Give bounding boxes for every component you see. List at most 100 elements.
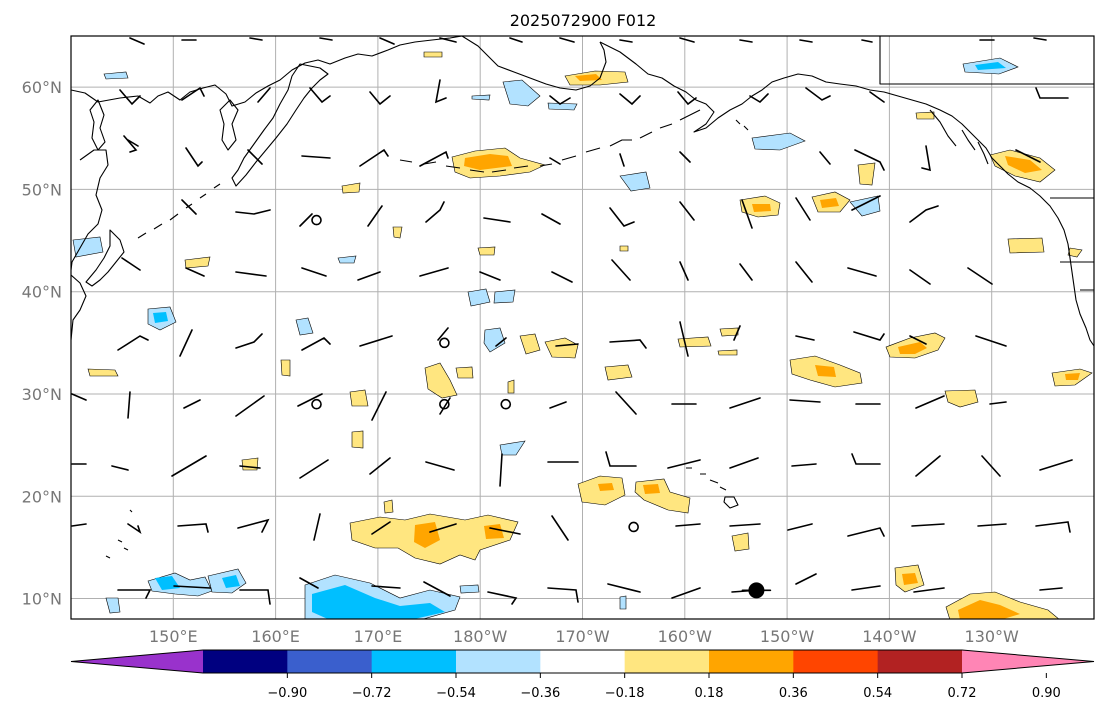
neg-region [619,171,651,192]
neg-region [337,255,357,264]
lon-label: 160°W [658,627,713,646]
coastline-aleutians [399,109,701,173]
calm-circle [439,337,450,349]
pos-region [484,524,504,539]
longitude-labels: 150°E 160°E 170°E 180°W 170°W 160°W 150°W 140°W… [149,627,1019,646]
coastline-kamchatka [231,63,329,187]
pos-region [719,327,739,337]
calm-circle [628,521,639,533]
lat-label: 10°N [22,590,62,609]
latitude-labels: 60°N 50°N 40°N 30°N 20°N 10°N [22,78,62,608]
pos-region [424,362,458,399]
pos-region [1067,247,1083,258]
neg-region [849,195,881,217]
lon-label: 130°W [965,627,1020,646]
colorbar-swatch [456,650,541,673]
colorbar-tick-label: 0.36 [779,686,808,701]
neg-region [975,62,1006,70]
colorbar-swatch [877,650,963,673]
pos-region [87,368,119,377]
colorbar-tick-label: 0.90 [1032,686,1061,701]
pos-region [519,333,541,355]
coastline-alaska-islands [735,109,989,165]
lon-label: 150°W [760,627,815,646]
colorbar-tick-label: −0.18 [605,686,645,701]
pos-region [857,162,876,186]
border-alaska-canada [879,36,1094,291]
wind-barb [129,37,1047,45]
colorbar-tick-label: −0.72 [352,686,392,701]
calm-circle [500,398,512,410]
coastline-marshall [105,509,133,559]
pos-region [414,522,440,548]
pos-region [575,74,602,81]
pos-region [507,379,515,394]
pos-region [820,198,839,208]
wind-barb [71,391,1007,421]
map-panel [70,35,1095,620]
colorbar-swatch [624,650,710,673]
storm-dot [748,582,765,599]
lon-label: 150°E [149,627,198,646]
pos-region [731,532,750,552]
neg-region [471,94,491,101]
colorbar-tick-label: −0.90 [267,686,307,701]
pos-region [1005,156,1042,173]
lat-label: 30°N [22,385,62,404]
calm-circle [439,398,450,410]
neg-region [295,317,314,336]
pos-region [351,430,364,449]
colorbar-swatch [203,650,288,673]
positive-anomaly-regions [87,51,1093,619]
colorbar-extend-max [962,650,1094,673]
coastline-asia [71,36,463,107]
colorbar: −0.90 −0.72 −0.54 −0.36 −0.18 0.18 0.36 0.54 0.7… [70,649,1095,701]
lat-label: 40°N [22,283,62,302]
coastline-honshu [85,229,125,287]
pos-region [349,389,369,407]
coastline-hawaii [686,467,739,509]
lon-label: 140°W [862,627,917,646]
pos-region [455,366,474,379]
pos-region [383,499,394,514]
wind-barbs [71,37,1073,605]
neg-region [153,312,168,323]
pos-region [341,182,361,194]
neg-region [547,102,578,111]
pos-region [619,245,629,252]
colorbar-tick-label: 0.72 [948,686,977,701]
coastline-bering-north [461,36,607,91]
wind-barb [181,195,939,229]
pos-region [944,389,979,408]
pos-region [915,111,935,120]
wind-barb [117,321,1007,357]
pos-region [464,154,512,170]
figure-title: 2025072900 F012 [510,11,657,30]
coastlines [71,36,1094,559]
colorbar-swatch [287,650,373,673]
lon-label: 180°W [453,627,508,646]
neg-region [502,79,541,107]
lon-label: 170°W [555,627,610,646]
neg-region [72,236,104,258]
pos-region [898,342,927,354]
pos-region [544,337,579,359]
wind-barb [71,451,1073,487]
calm-wind-markers [311,214,639,533]
pos-region [752,204,771,212]
neg-region [105,597,121,614]
pos-region [643,484,660,494]
pos-region [598,483,614,491]
lon-label: 160°E [251,627,300,646]
pos-region [902,573,918,585]
pos-region [184,256,211,269]
pos-region [958,600,1020,619]
colorbar-tick-label: 0.18 [695,686,724,701]
colorbar-swatch [540,650,626,673]
lon-label: 170°E [354,627,403,646]
pos-region [677,336,712,348]
pos-region [717,349,738,356]
neg-region [619,595,627,610]
calm-circle [311,398,322,410]
